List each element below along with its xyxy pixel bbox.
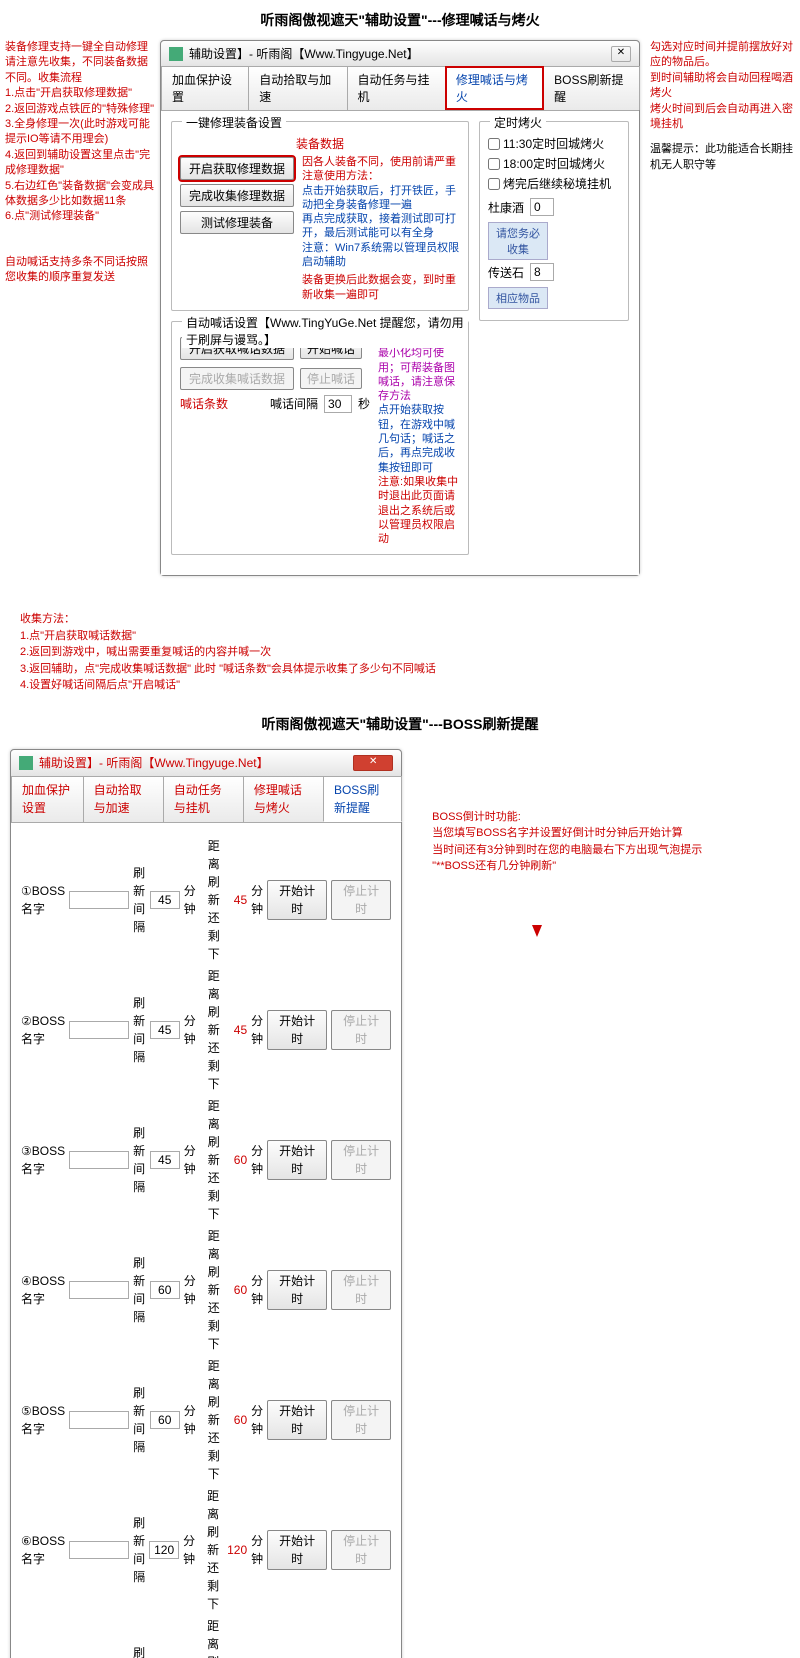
stop-timer-button[interactable]: 停止计时 bbox=[331, 880, 391, 920]
tab-hp[interactable]: 加血保护设置 bbox=[161, 66, 249, 110]
boss-interval-input[interactable] bbox=[149, 1541, 179, 1559]
boss-name-label: ⑥BOSS名字 bbox=[21, 1532, 65, 1568]
shout-interval-input[interactable] bbox=[324, 395, 352, 413]
fire-group: 定时烤火 11:30定时回城烤火 18:00定时回城烤火 烤完后继续秘境挂机 杜… bbox=[479, 121, 629, 321]
boss-name-input[interactable] bbox=[69, 1541, 129, 1559]
equip-data-label: 装备数据 bbox=[296, 135, 344, 152]
assist-settings-window: 辅助设置】- 听雨阁【Www.Tingyuge.Net】 ✕ 加血保护设置 自动… bbox=[160, 40, 640, 576]
tab-quest[interactable]: 自动任务与挂机 bbox=[347, 66, 446, 110]
boss-name-label: ①BOSS名字 bbox=[21, 882, 65, 918]
section1-bottom-notes: 收集方法： 1.点"开启获取喊话数据" 2.返回到游戏中，喊出需要重复喊话的内容… bbox=[0, 606, 800, 704]
boss-row: ⑦BOSS名字刷新间隔分钟距离刷新还剩下120分钟开始计时停止计时 bbox=[21, 1617, 391, 1658]
start-timer-button[interactable]: 开始计时 bbox=[267, 1010, 327, 1050]
fire-continue-checkbox[interactable]: 烤完后继续秘境挂机 bbox=[488, 175, 620, 192]
boss-remain: 60 bbox=[234, 1411, 247, 1429]
finish-shout-collect-button[interactable]: 完成收集喊话数据 bbox=[180, 367, 294, 390]
start-repair-collect-button[interactable]: 开启获取修理数据 bbox=[180, 157, 294, 180]
boss-row: ⑥BOSS名字刷新间隔分钟距离刷新还剩下120分钟开始计时停止计时 bbox=[21, 1487, 391, 1613]
stone-input[interactable] bbox=[530, 263, 554, 281]
tab-repair-shout[interactable]: 修理喊话与烤火 bbox=[445, 66, 544, 110]
tab-pickup[interactable]: 自动拾取与加速 bbox=[83, 776, 164, 822]
boss-interval-input[interactable] bbox=[150, 891, 180, 909]
collect-tip-box: 请您务必收集 bbox=[488, 222, 548, 260]
start-timer-button[interactable]: 开始计时 bbox=[267, 880, 327, 920]
tab-repair-shout[interactable]: 修理喊话与烤火 bbox=[243, 776, 324, 822]
stop-timer-button[interactable]: 停止计时 bbox=[331, 1400, 391, 1440]
boss-interval-input[interactable] bbox=[150, 1021, 180, 1039]
boss-row: ④BOSS名字刷新间隔分钟距离刷新还剩下60分钟开始计时停止计时 bbox=[21, 1227, 391, 1353]
wine-input[interactable] bbox=[530, 198, 554, 216]
tab-pickup[interactable]: 自动拾取与加速 bbox=[248, 66, 347, 110]
tab-boss[interactable]: BOSS刷新提醒 bbox=[543, 66, 640, 110]
stop-timer-button[interactable]: 停止计时 bbox=[331, 1530, 391, 1570]
boss-remain: 60 bbox=[234, 1151, 247, 1169]
boss-row: ③BOSS名字刷新间隔分钟距离刷新还剩下60分钟开始计时停止计时 bbox=[21, 1097, 391, 1223]
tab-boss[interactable]: BOSS刷新提醒 bbox=[323, 776, 402, 822]
test-repair-button[interactable]: 测试修理装备 bbox=[180, 211, 294, 234]
boss-name-label: ④BOSS名字 bbox=[21, 1272, 65, 1308]
stop-timer-button[interactable]: 停止计时 bbox=[331, 1140, 391, 1180]
boss-name-input[interactable] bbox=[69, 1151, 129, 1169]
titlebar: 辅助设置】- 听雨阁【Www.Tingyuge.Net】 ✕ bbox=[161, 41, 639, 66]
app-icon bbox=[169, 47, 183, 61]
right-annotations: 勾选对应时间并提前摆放好对应的物品后。 到时间辅助将会自动回程喝酒烤火 烤火时间… bbox=[640, 40, 795, 576]
shout-count-label: 喊话条数 bbox=[180, 395, 228, 412]
boss-remain: 45 bbox=[234, 1021, 247, 1039]
finish-repair-collect-button[interactable]: 完成收集修理数据 bbox=[180, 184, 294, 207]
start-timer-button[interactable]: 开始计时 bbox=[267, 1530, 327, 1570]
boss-name-label: ③BOSS名字 bbox=[21, 1142, 65, 1178]
boss-row: ②BOSS名字刷新间隔分钟距离刷新还剩下45分钟开始计时停止计时 bbox=[21, 967, 391, 1093]
boss-name-input[interactable] bbox=[69, 1021, 129, 1039]
section1-title: 听雨阁傲视遮天"辅助设置"---修理喊话与烤火 bbox=[0, 0, 800, 40]
fire-1130-checkbox[interactable]: 11:30定时回城烤火 bbox=[488, 135, 620, 152]
left-annotations: 装备修理支持一键全自动修理 请注意先收集，不同装备数据不同。收集流程 1.点击"… bbox=[5, 40, 160, 576]
stop-timer-button[interactable]: 停止计时 bbox=[331, 1270, 391, 1310]
titlebar: 辅助设置】- 听雨阁【Www.Tingyuge.Net】 ✕ bbox=[11, 750, 401, 776]
boss-interval-input[interactable] bbox=[150, 1281, 180, 1299]
boss-window: 辅助设置】- 听雨阁【Www.Tingyuge.Net】 ✕ 加血保护设置 自动… bbox=[10, 749, 402, 1658]
arrow-down-icon bbox=[532, 925, 542, 937]
boss-name-input[interactable] bbox=[69, 1281, 129, 1299]
boss-remain: 120 bbox=[227, 1541, 247, 1559]
start-timer-button[interactable]: 开始计时 bbox=[267, 1400, 327, 1440]
stop-shout-button[interactable]: 停止喊话 bbox=[300, 368, 362, 389]
app-icon bbox=[19, 756, 33, 770]
start-timer-button[interactable]: 开始计时 bbox=[267, 1270, 327, 1310]
boss-interval-input[interactable] bbox=[150, 1151, 180, 1169]
tab-hp[interactable]: 加血保护设置 bbox=[11, 776, 84, 822]
boss-remain: 45 bbox=[234, 891, 247, 909]
tab-quest[interactable]: 自动任务与挂机 bbox=[163, 776, 244, 822]
fire-1800-checkbox[interactable]: 18:00定时回城烤火 bbox=[488, 155, 620, 172]
section2-title: 听雨阁傲视遮天"辅助设置"---BOSS刷新提醒 bbox=[0, 704, 800, 744]
boss-remain: 60 bbox=[234, 1281, 247, 1299]
boss-name-label: ⑤BOSS名字 bbox=[21, 1402, 65, 1438]
close-icon[interactable]: ✕ bbox=[353, 755, 393, 771]
repair-group: 一键修理装备设置 装备数据 开启获取修理数据 完成收集修理数据 测试修理装备 bbox=[171, 121, 469, 311]
boss-row: ⑤BOSS名字刷新间隔分钟距离刷新还剩下60分钟开始计时停止计时 bbox=[21, 1357, 391, 1483]
window-title: 辅助设置】- 听雨阁【Www.Tingyuge.Net】 bbox=[189, 45, 611, 62]
stop-timer-button[interactable]: 停止计时 bbox=[331, 1010, 391, 1050]
start-timer-button[interactable]: 开始计时 bbox=[267, 1140, 327, 1180]
close-icon[interactable]: ✕ bbox=[611, 46, 631, 62]
tabs: 加血保护设置 自动拾取与加速 自动任务与挂机 修理喊话与烤火 BOSS刷新提醒 bbox=[11, 776, 401, 823]
boss-row: ①BOSS名字刷新间隔分钟距离刷新还剩下45分钟开始计时停止计时 bbox=[21, 837, 391, 963]
window-title: 辅助设置】- 听雨阁【Www.Tingyuge.Net】 bbox=[39, 754, 353, 772]
boss-name-input[interactable] bbox=[69, 1411, 129, 1429]
boss-name-label: ②BOSS名字 bbox=[21, 1012, 65, 1048]
boss-interval-input[interactable] bbox=[150, 1411, 180, 1429]
tabs: 加血保护设置 自动拾取与加速 自动任务与挂机 修理喊话与烤火 BOSS刷新提醒 bbox=[161, 66, 639, 111]
shout-group: 自动喊话设置【Www.TingYuGe.Net 提醒您，请勿用于刷屏与谩骂。】 … bbox=[171, 321, 469, 555]
boss-name-input[interactable] bbox=[69, 891, 129, 909]
